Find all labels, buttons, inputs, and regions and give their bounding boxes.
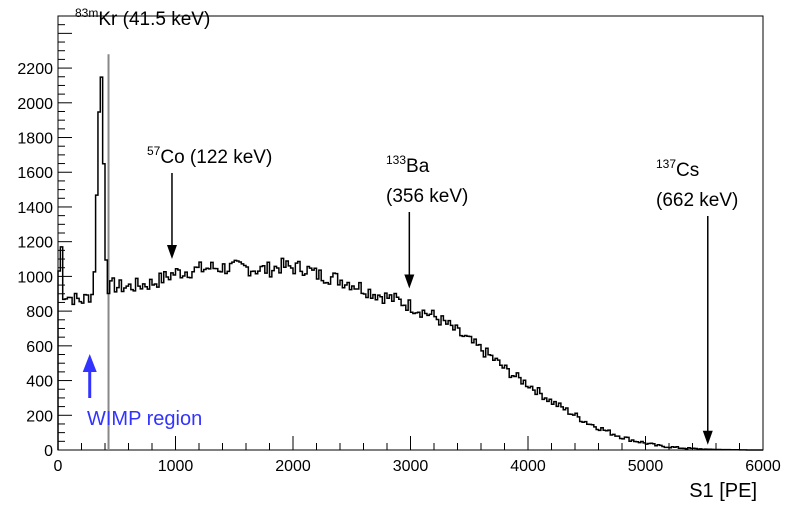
y-tick-label: 1000 xyxy=(17,269,53,286)
annotation-label: 57Co (122 keV) xyxy=(147,144,272,168)
y-tick-label: 800 xyxy=(26,304,53,321)
x-tick-label: 6000 xyxy=(745,458,781,475)
y-tick-label: 0 xyxy=(44,443,53,460)
x-tick-label: 3000 xyxy=(393,458,429,475)
y-axis: 0 200 400 600 800 1000 1200 1400 1600 1800 2000 220… xyxy=(17,15,72,460)
wimp-region-label: WIMP region xyxy=(87,408,202,430)
arrow-head xyxy=(404,274,415,289)
y-tick-label: 1200 xyxy=(17,235,53,252)
x-tick-label: 1000 xyxy=(158,458,194,475)
annotation-energy: (662 keV) xyxy=(656,190,738,211)
arrow-head xyxy=(166,245,177,260)
annotation-label: 133Ba xyxy=(386,153,430,177)
y-tick-label: 2000 xyxy=(17,96,53,113)
annotation-label: 83mKr (41.5 keV) xyxy=(75,6,210,30)
x-tick-label: 0 xyxy=(54,458,63,475)
x-tick-label: 2000 xyxy=(275,458,311,475)
annotations: 83mKr (41.5 keV) 57Co (122 keV) 133Ba (356 … xyxy=(75,6,738,445)
annotation-label: 137Cs xyxy=(656,157,699,181)
x-axis-label: S1 [PE] xyxy=(689,480,757,502)
histogram-series xyxy=(57,76,763,451)
annotation-energy: (356 keV) xyxy=(386,186,468,207)
y-tick-label: 200 xyxy=(26,408,53,425)
y-tick-label: 1800 xyxy=(17,131,53,148)
y-tick-label: 2200 xyxy=(17,61,53,78)
y-tick-label: 600 xyxy=(26,339,53,356)
y-tick-label: 1600 xyxy=(17,165,53,182)
x-axis: 0 1000 2000 3000 4000 5000 6000 xyxy=(54,436,781,475)
plot-frame xyxy=(57,15,764,451)
x-tick-label: 4000 xyxy=(510,458,546,475)
y-tick-label: 400 xyxy=(26,374,53,391)
y-tick-label: 1400 xyxy=(17,200,53,217)
x-tick-label: 5000 xyxy=(628,458,664,475)
wimp-arrow-head xyxy=(82,354,97,372)
arrow-head xyxy=(702,430,713,445)
